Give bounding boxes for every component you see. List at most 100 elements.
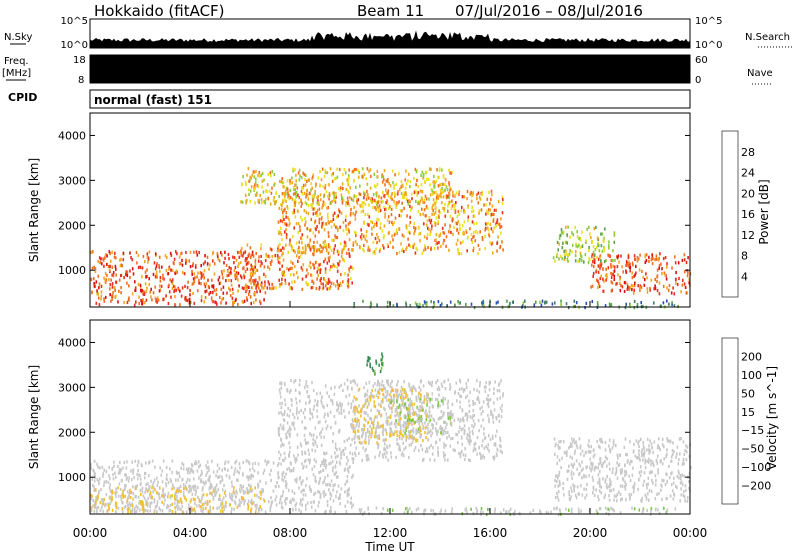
heatmap-cell: [400, 410, 403, 414]
heatmap-cell: [181, 271, 184, 275]
heatmap-cell: [486, 222, 489, 226]
heatmap-cell: [136, 472, 139, 476]
heatmap-cell: [95, 280, 98, 284]
heatmap-cell: [384, 207, 387, 211]
heatmap-cell: [328, 287, 330, 291]
heatmap-cell: [320, 245, 323, 249]
heatmap-cell: [479, 197, 482, 201]
heatmap-cell: [281, 493, 284, 498]
heatmap-cell: [402, 404, 405, 408]
heatmap-cell: [409, 401, 411, 405]
heatmap-cell: [484, 389, 487, 393]
heatmap-cell: [314, 211, 317, 215]
heatmap-cell: [441, 432, 443, 436]
heatmap-cell: [201, 494, 204, 498]
heatmap-cell: [358, 387, 361, 391]
heatmap-cell: [337, 407, 340, 411]
heatmap-cell: [363, 417, 366, 421]
heatmap-cell: [350, 211, 352, 215]
heatmap-cell: [172, 284, 175, 288]
heatmap-cell: [240, 200, 242, 204]
heatmap-cell: [169, 496, 172, 500]
heatmap-cell: [646, 290, 649, 294]
heatmap-cell: [477, 252, 479, 256]
heatmap-cell: [439, 304, 442, 308]
heatmap-cell: [386, 243, 389, 247]
heatmap-cell: [131, 502, 133, 506]
heatmap-cell: [396, 201, 398, 205]
heatmap-cell: [223, 496, 225, 500]
heatmap-cell: [205, 473, 207, 477]
heatmap-cell: [208, 468, 210, 472]
heatmap-cell: [671, 302, 673, 307]
heatmap-cell: [343, 167, 346, 172]
heatmap-cell: [482, 439, 484, 443]
heatmap-cell: [353, 205, 355, 209]
heatmap-cell: [298, 383, 301, 387]
heatmap-cell: [332, 251, 335, 255]
heatmap-cell: [247, 260, 250, 265]
heatmap-cell: [228, 265, 231, 270]
heatmap-cell: [291, 287, 293, 291]
heatmap-cell: [429, 232, 432, 236]
heatmap-cell: [416, 398, 418, 402]
heatmap-cell: [347, 281, 350, 285]
heatmap-cell: [440, 183, 442, 187]
heatmap-cell: [688, 277, 690, 281]
heatmap-cell: [466, 417, 468, 421]
heatmap-cell: [334, 385, 336, 389]
heatmap-cell: [440, 382, 443, 386]
heatmap-cell: [622, 270, 624, 274]
heatmap-cell: [379, 222, 382, 226]
heatmap-cell: [171, 487, 173, 491]
heatmap-cell: [347, 222, 350, 226]
heatmap-cell: [591, 263, 593, 267]
heatmap-cell: [370, 197, 372, 201]
heatmap-cell: [399, 405, 402, 410]
heatmap-cell: [283, 191, 285, 195]
heatmap-cell: [423, 398, 426, 402]
heatmap-cell: [239, 274, 242, 278]
heatmap-cell: [383, 224, 386, 228]
heatmap-cell: [564, 240, 567, 244]
heatmap-cell: [194, 265, 197, 269]
heatmap-cell: [488, 398, 490, 402]
heatmap-cell: [358, 436, 361, 440]
heatmap-cell: [359, 203, 361, 207]
heatmap-cell: [154, 296, 157, 300]
heatmap-cell: [147, 257, 150, 261]
heatmap-cell: [124, 487, 126, 491]
heatmap-cell: [177, 505, 180, 509]
heatmap-cell: [347, 490, 349, 494]
heatmap-cell: [264, 201, 266, 205]
heatmap-cell: [462, 240, 464, 244]
heatmap-cell: [182, 463, 185, 467]
heatmap-cell: [596, 440, 598, 444]
heatmap-cell: [376, 202, 378, 206]
heatmap-cell: [184, 284, 186, 288]
heatmap-cell: [120, 274, 122, 278]
heatmap-cell: [312, 198, 314, 202]
heatmap-cell: [428, 218, 431, 222]
heatmap-cell: [483, 446, 486, 450]
heatmap-cell: [93, 469, 95, 473]
heatmap-cell: [615, 467, 618, 471]
heatmap-cell: [489, 208, 491, 212]
heatmap-cell: [500, 445, 502, 449]
heatmap-cell: [262, 471, 265, 475]
heatmap-cell: [472, 432, 474, 436]
heatmap-cell: [467, 414, 469, 419]
heatmap-cell: [282, 418, 285, 422]
heatmap-cell: [324, 186, 326, 190]
heatmap-cell: [285, 479, 287, 484]
heatmap-cell: [363, 249, 365, 253]
heatmap-cell: [381, 358, 383, 362]
heatmap-cell: [268, 255, 271, 259]
heatmap-cell: [310, 203, 312, 207]
heatmap-cell: [406, 245, 408, 250]
heatmap-cell: [443, 209, 445, 213]
heatmap-cell: [90, 493, 92, 498]
heatmap-cell: [429, 397, 432, 401]
heatmap-cell: [391, 388, 394, 392]
heatmap-cell: [333, 238, 335, 242]
